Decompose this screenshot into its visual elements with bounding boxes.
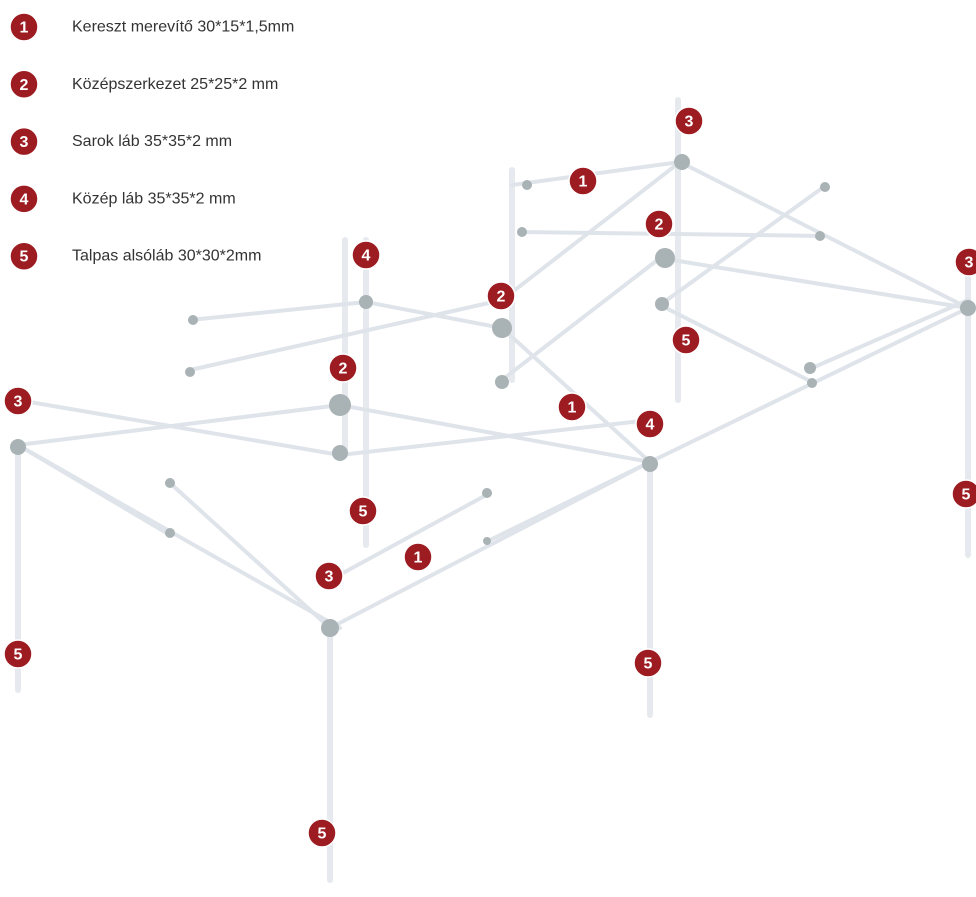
badge-number: 4 (362, 248, 371, 265)
badge-number: 3 (325, 569, 334, 586)
badge-number: 1 (568, 400, 577, 417)
badge: 2 (645, 210, 673, 238)
badge: 5 (634, 649, 662, 677)
badge: 3 (955, 248, 976, 276)
badge: 5 (672, 326, 700, 354)
badge: 4 (352, 241, 380, 269)
diagram: 1 Kereszt merevítő 30*15*1,5mm 2 Középszerk… (0, 0, 976, 897)
badge-number: 5 (962, 487, 971, 504)
badge: 1 (569, 167, 597, 195)
badge-number: 4 (20, 191, 29, 208)
badge-number: 2 (339, 361, 348, 378)
badge: 2 (487, 282, 515, 310)
badge-number: 1 (579, 174, 588, 191)
badge: 5 (952, 480, 976, 508)
badge: 3 (315, 562, 343, 590)
badge: 2 (329, 354, 357, 382)
badge-number: 2 (20, 77, 29, 94)
legend-label: Talpas alsóláb 30*30*2mm (72, 248, 261, 265)
badge: 5 (4, 640, 32, 668)
badge-number: 5 (318, 826, 327, 843)
badge: 2 (10, 70, 38, 98)
badge-number: 5 (20, 249, 29, 266)
badge: 5 (349, 497, 377, 525)
badge: 1 (558, 393, 586, 421)
frame (18, 100, 968, 880)
legend-label: Közép láb 35*35*2 mm (72, 190, 236, 207)
badge: 1 (10, 13, 38, 41)
badge: 3 (10, 128, 38, 156)
badge: 4 (636, 410, 664, 438)
joints (10, 154, 976, 637)
badge-number: 2 (655, 217, 664, 234)
badge-number: 3 (20, 134, 29, 151)
badge: 1 (404, 543, 432, 571)
badge: 5 (308, 819, 336, 847)
badge: 5 (10, 242, 38, 270)
badge-number: 5 (644, 656, 653, 673)
badge-number: 5 (359, 504, 368, 521)
badge-number: 5 (14, 647, 23, 664)
badge: 3 (675, 107, 703, 135)
badge-number: 3 (965, 255, 974, 272)
badge-number: 2 (497, 289, 506, 306)
legend-label: Középszerkezet 25*25*2 mm (72, 76, 278, 93)
badge: 4 (10, 185, 38, 213)
badge-number: 3 (685, 114, 694, 131)
badge-number: 5 (682, 333, 691, 350)
legend-label: Kereszt merevítő 30*15*1,5mm (72, 19, 294, 36)
legend-label: Sarok láb 35*35*2 mm (72, 133, 232, 150)
badge: 3 (4, 387, 32, 415)
badge-number: 1 (20, 20, 29, 37)
badge-number: 1 (414, 550, 423, 567)
badge-number: 3 (14, 394, 23, 411)
badge-number: 4 (646, 417, 655, 434)
